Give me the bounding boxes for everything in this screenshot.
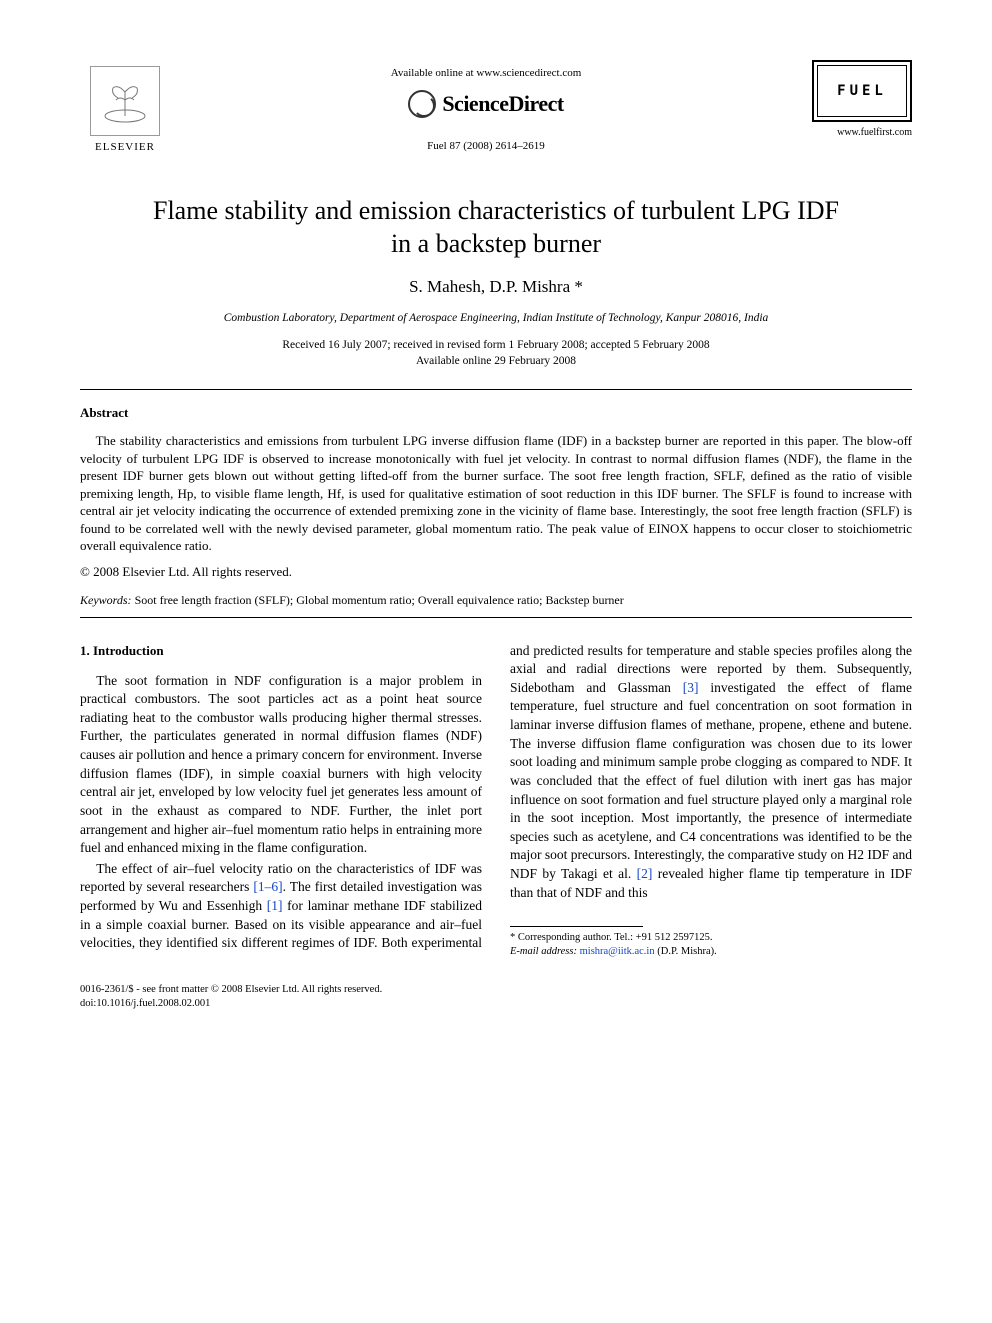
journal-logo: FUEL — [812, 60, 912, 122]
ref-link-2[interactable]: [2] — [637, 866, 653, 881]
journal-logo-text: FUEL — [837, 82, 887, 101]
email-suffix: (D.P. Mishra). — [657, 946, 717, 957]
ref-link-1[interactable]: [1] — [267, 898, 283, 913]
email-link[interactable]: mishra@iitk.ac.in — [580, 946, 655, 957]
corresponding-author-footnote: * Corresponding author. Tel.: +91 512 25… — [510, 931, 912, 958]
article-authors: S. Mahesh, D.P. Mishra * — [80, 276, 912, 299]
sciencedirect-swoosh-icon — [408, 90, 436, 118]
footnote-rule — [510, 926, 643, 927]
abstract-heading: Abstract — [80, 404, 912, 422]
journal-logo-box: FUEL www.fuelfirst.com — [802, 60, 912, 140]
sciencedirect-logo: ScienceDirect — [408, 89, 563, 119]
keywords-text: Soot free length fraction (SFLF); Global… — [135, 593, 624, 607]
corr-author-line: * Corresponding author. Tel.: +91 512 25… — [510, 932, 712, 943]
publisher-name: ELSEVIER — [95, 140, 155, 155]
introduction-heading: 1. Introduction — [80, 642, 482, 660]
keywords-label: Keywords: — [80, 593, 132, 607]
abstract-body: The stability characteristics and emissi… — [80, 433, 912, 553]
ref-link-3[interactable]: [3] — [683, 680, 699, 695]
elsevier-tree-icon — [90, 66, 160, 136]
sciencedirect-wordmark: ScienceDirect — [442, 89, 563, 119]
article-dates: Received 16 July 2007; received in revis… — [80, 338, 912, 369]
available-online-text: Available online at www.sciencedirect.co… — [170, 66, 802, 81]
footer-front-matter: 0016-2361/$ - see front matter © 2008 El… — [80, 984, 382, 995]
keywords-line: Keywords: Soot free length fraction (SFL… — [80, 592, 912, 608]
rule-above-abstract — [80, 389, 912, 390]
p2-d: investigated the effect of flame tempera… — [510, 680, 912, 881]
body-columns: 1. Introduction The soot formation in ND… — [80, 642, 912, 959]
ref-link-1-6[interactable]: [1–6] — [253, 879, 282, 894]
header-row: ELSEVIER Available online at www.science… — [80, 60, 912, 160]
footer-doi: doi:10.1016/j.fuel.2008.02.001 — [80, 998, 210, 1009]
dates-online: Available online 29 February 2008 — [416, 355, 576, 367]
abstract-copyright: © 2008 Elsevier Ltd. All rights reserved… — [80, 563, 912, 581]
article-title: Flame stability and emission characteris… — [140, 195, 852, 260]
article-affiliation: Combustion Laboratory, Department of Aer… — [80, 311, 912, 327]
journal-url: www.fuelfirst.com — [802, 126, 912, 140]
journal-citation: Fuel 87 (2008) 2614–2619 — [170, 139, 802, 154]
intro-para-1: The soot formation in NDF configuration … — [80, 672, 482, 858]
abstract-text: The stability characteristics and emissi… — [80, 432, 912, 555]
publisher-logo: ELSEVIER — [80, 60, 170, 160]
email-label: E-mail address: — [510, 946, 577, 957]
rule-below-keywords — [80, 617, 912, 618]
dates-received: Received 16 July 2007; received in revis… — [282, 339, 709, 351]
page-footer: 0016-2361/$ - see front matter © 2008 El… — [80, 983, 912, 1011]
header-center: Available online at www.sciencedirect.co… — [170, 60, 802, 153]
